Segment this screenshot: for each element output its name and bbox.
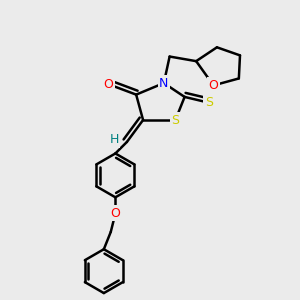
Text: N: N bbox=[159, 76, 169, 90]
Text: O: O bbox=[110, 207, 120, 220]
Text: S: S bbox=[171, 113, 179, 127]
Text: O: O bbox=[103, 78, 113, 91]
Text: O: O bbox=[208, 79, 218, 92]
Text: H: H bbox=[110, 133, 119, 146]
Text: S: S bbox=[205, 96, 213, 109]
